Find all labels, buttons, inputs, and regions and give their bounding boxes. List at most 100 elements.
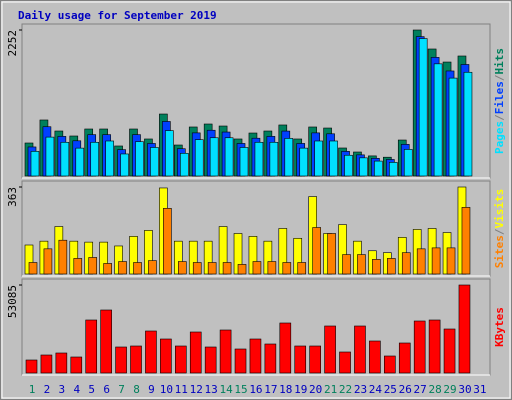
- bar: [418, 38, 428, 177]
- bar: [403, 149, 413, 177]
- legend-separator: /: [493, 114, 506, 121]
- x-tick-label: 13: [205, 383, 218, 396]
- bar: [135, 141, 144, 177]
- bar: [165, 130, 174, 177]
- x-tick-label: 19: [294, 383, 307, 396]
- bar: [239, 147, 249, 177]
- bar: [118, 261, 127, 275]
- x-tick-label: 9: [148, 383, 155, 396]
- x-tick-label: 25: [384, 383, 397, 396]
- x-tick-label: 27: [414, 383, 427, 396]
- bar: [401, 252, 411, 275]
- bar: [359, 157, 368, 177]
- x-tick-label: 20: [309, 383, 322, 396]
- x-tick-label: 14: [219, 383, 233, 396]
- x-tick-label: 12: [190, 383, 203, 396]
- legend-entry: KBytes: [493, 307, 506, 347]
- bar: [269, 141, 279, 177]
- bar: [387, 258, 396, 275]
- bar: [70, 356, 83, 374]
- bar: [354, 325, 366, 374]
- bar: [133, 262, 142, 275]
- bar: [413, 320, 426, 374]
- legend-entry: Visits: [493, 189, 506, 229]
- x-tick-label: 17: [264, 383, 277, 396]
- bar: [329, 140, 338, 177]
- bar: [384, 355, 396, 374]
- bar: [105, 140, 114, 177]
- x-tick-label: 6: [103, 383, 110, 396]
- bar: [339, 351, 351, 374]
- legend: KBytes: [493, 307, 506, 347]
- bar: [327, 233, 336, 275]
- bar: [324, 325, 336, 374]
- x-tick-label: 10: [160, 383, 173, 396]
- bar: [85, 319, 98, 374]
- x-tick-label: 5: [88, 383, 95, 396]
- bar: [40, 354, 53, 374]
- x-tick-label: 24: [369, 383, 383, 396]
- y-tick-label: 2252: [6, 30, 19, 57]
- bar: [264, 343, 277, 374]
- bar: [192, 262, 202, 275]
- bar: [160, 338, 172, 374]
- bar: [314, 140, 323, 177]
- x-tick-label: 7: [118, 383, 125, 396]
- legend-separator: /: [493, 228, 506, 235]
- legend: Sites/Visits: [493, 189, 506, 269]
- bar: [297, 262, 307, 275]
- bar: [312, 227, 321, 275]
- bar: [431, 247, 441, 275]
- bar: [446, 247, 456, 275]
- x-tick-label: 21: [324, 383, 337, 396]
- bar: [252, 261, 262, 275]
- x-tick-label: 22: [339, 383, 352, 396]
- bar: [180, 153, 189, 177]
- legend-entry: Sites: [493, 235, 506, 268]
- bar: [175, 345, 187, 374]
- bar: [309, 345, 321, 374]
- y-tick-label: 53085: [6, 285, 19, 318]
- bar: [103, 263, 112, 275]
- bar: [90, 141, 100, 177]
- bar: [45, 136, 55, 177]
- bar: [428, 319, 441, 374]
- x-tick-label: 23: [354, 383, 367, 396]
- bar: [100, 309, 112, 374]
- bar: [294, 345, 307, 374]
- legend: Pages/Files/Hits: [493, 48, 506, 154]
- bar: [224, 137, 234, 177]
- bar: [58, 239, 68, 275]
- legend-entry: Pages: [493, 121, 506, 154]
- x-tick-label: 16: [249, 383, 262, 396]
- bar: [209, 137, 219, 177]
- x-tick-label: 26: [399, 383, 412, 396]
- x-tick-label: 2: [44, 383, 51, 396]
- legend-entry: Hits: [493, 48, 506, 75]
- bar: [284, 138, 294, 177]
- bar: [267, 261, 277, 275]
- x-tick-label: 18: [279, 383, 292, 396]
- bar: [369, 340, 381, 374]
- bar: [234, 348, 247, 374]
- x-tick-label: 28: [428, 383, 441, 396]
- bar: [204, 346, 217, 374]
- bar: [73, 258, 83, 275]
- x-tick-label: 4: [73, 383, 80, 396]
- bar: [448, 77, 458, 177]
- bar: [25, 359, 38, 374]
- x-tick-label: 15: [234, 383, 247, 396]
- x-tick-label: 31: [473, 383, 486, 396]
- bar: [148, 260, 157, 275]
- bar: [115, 346, 127, 374]
- bar: [282, 262, 292, 275]
- legend-entry: Files: [493, 81, 506, 114]
- bar: [88, 257, 98, 275]
- x-tick-label: 29: [443, 383, 456, 396]
- bar: [55, 352, 68, 374]
- bar: [150, 147, 159, 177]
- y-tick-label: 363: [6, 187, 19, 207]
- bar: [219, 329, 232, 374]
- bar: [145, 330, 157, 374]
- bar: [416, 248, 426, 275]
